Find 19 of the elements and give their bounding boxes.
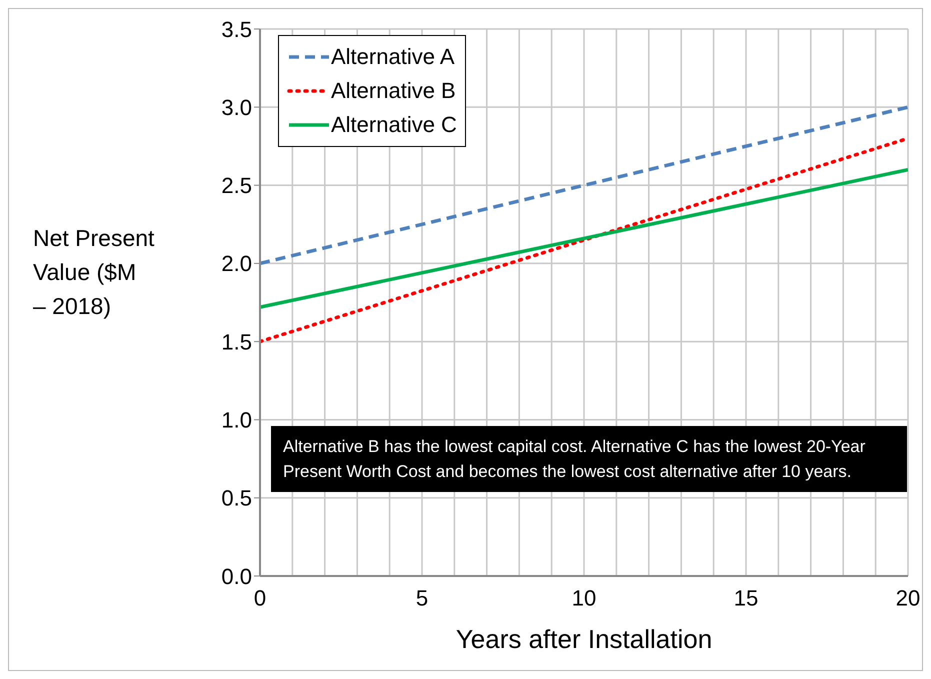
- x-axis-title: Years after Installation: [454, 624, 714, 655]
- annotation: Alternative B has the lowest capital cost. Alternative C has the lowest 20-Year Present Worth Cost and becomes the lowest cost alternative after 10 years.: [271, 426, 907, 492]
- legend-label: Alternative C: [331, 112, 457, 138]
- x-tick-label: 15: [734, 586, 758, 611]
- y-axis-title: Net Present Value ($M – 2018): [33, 224, 156, 321]
- y-tick-label: 1.5: [221, 329, 252, 354]
- x-tick-label: 10: [572, 586, 596, 611]
- y-tick-label: 0.0: [221, 564, 252, 589]
- x-tick-label: 0: [254, 586, 266, 611]
- x-tick-label: 20: [896, 586, 920, 611]
- x-tick-label: 5: [416, 586, 428, 611]
- y-tick-label: 1.0: [221, 408, 252, 433]
- y-tick-label: 3.0: [221, 94, 252, 120]
- legend-label: Alternative B: [331, 78, 456, 104]
- y-tick-label: 2.5: [221, 173, 252, 198]
- legend-label: Alternative A: [331, 44, 455, 70]
- y-tick-label: 0.5: [221, 486, 252, 511]
- y-tick-label: 2.0: [221, 251, 252, 276]
- y-tick-label: 3.5: [221, 16, 252, 42]
